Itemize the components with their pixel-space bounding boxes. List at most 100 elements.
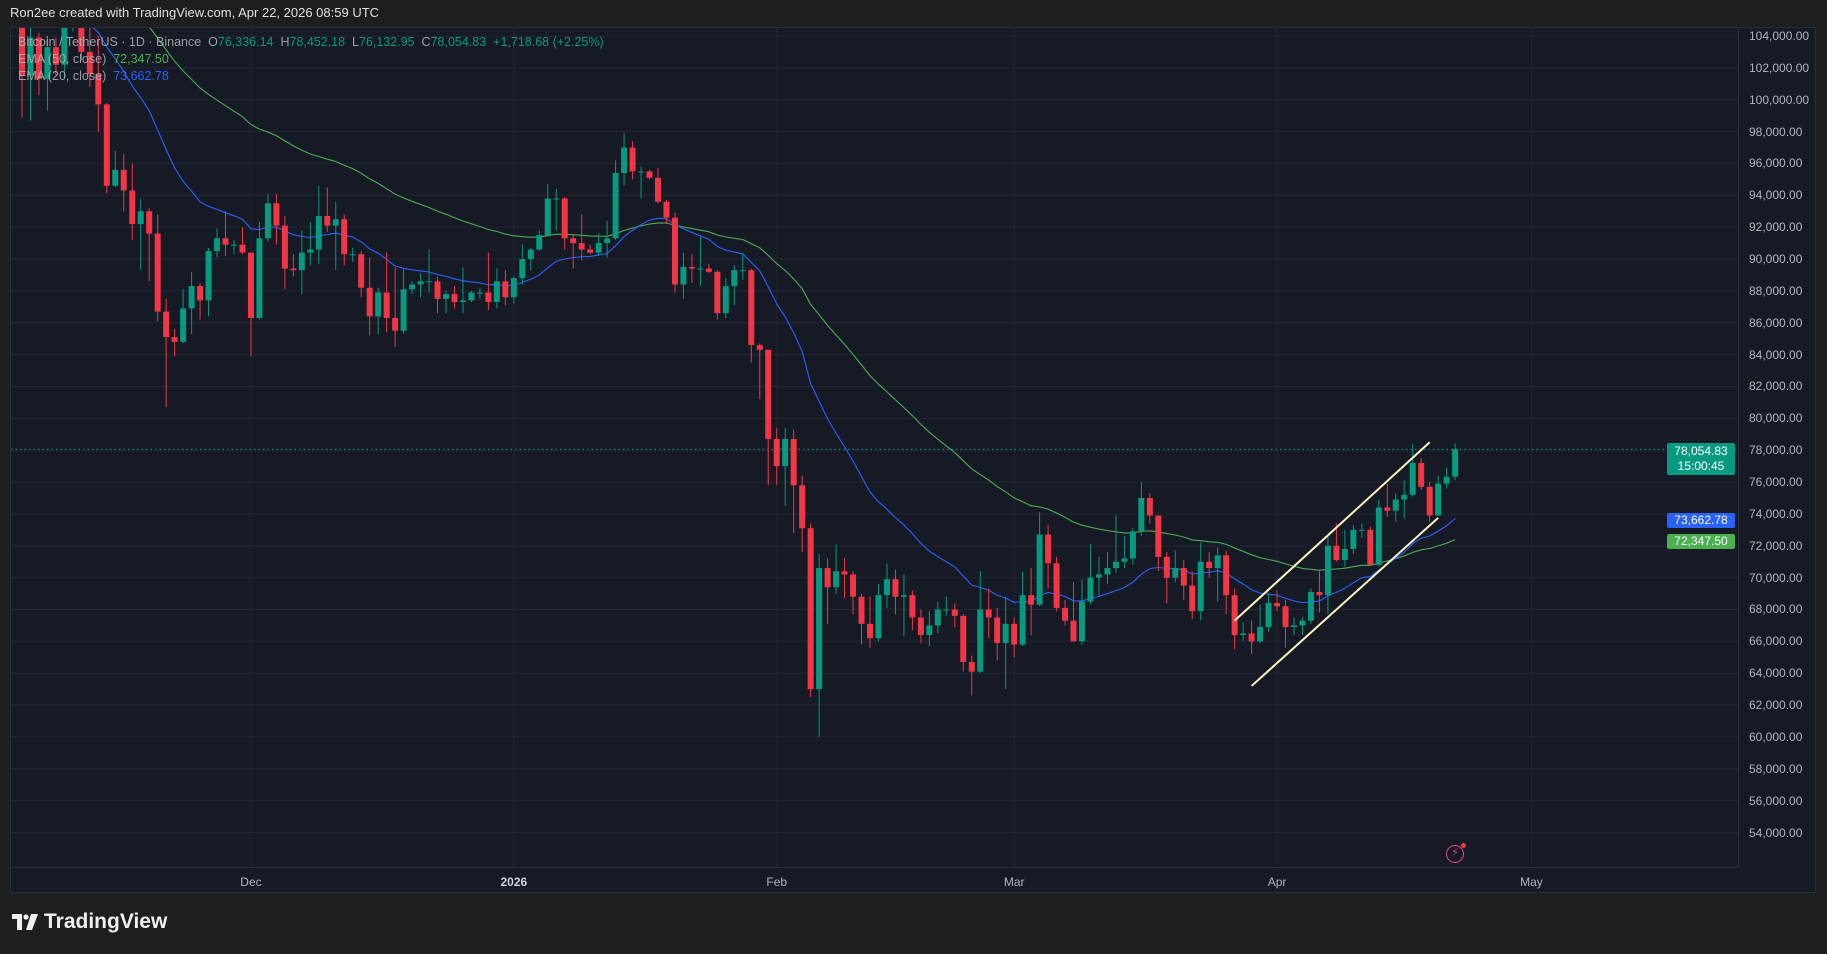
candle-body (816, 568, 823, 690)
price-tick-label: 80,000.00 (1749, 411, 1803, 426)
time-tick-label: May (1520, 875, 1543, 889)
time-tick-label: Feb (766, 875, 788, 889)
ema50-label: EMA (50, close) (18, 52, 107, 66)
candle-body (756, 345, 763, 350)
close-label: C (421, 35, 431, 49)
chart-panel[interactable]: Bitcoin / TetherUS · 1D · Binance O76,33… (10, 27, 1816, 893)
candle-body (307, 249, 314, 253)
time-tick-label: 2026 (500, 875, 528, 889)
candle-body (671, 217, 678, 285)
candle-body (1138, 497, 1145, 532)
candle-body (61, 28, 68, 65)
candle-body (1206, 561, 1213, 569)
symbol-legend[interactable]: Bitcoin / TetherUS · 1D · Binance O76,33… (18, 34, 604, 51)
candle-body (824, 568, 831, 588)
low-label: L (352, 35, 359, 49)
candle-body (264, 203, 271, 239)
high-value: 78,452.18 (289, 35, 346, 49)
candle-body (527, 249, 534, 260)
price-tick-label: 84,000.00 (1749, 347, 1803, 362)
price-tick-label: 90,000.00 (1749, 252, 1803, 267)
lightning-icon[interactable]: ⚡ (1446, 843, 1466, 863)
candle-body (926, 625, 933, 635)
candle-body (934, 609, 941, 626)
candle-body (1316, 591, 1323, 596)
candle-body (680, 266, 687, 285)
candle-body (951, 609, 958, 616)
candle-body (1333, 545, 1340, 561)
candle-body (112, 169, 119, 186)
candle-body (1452, 449, 1459, 477)
candle-body (1324, 545, 1331, 596)
candle-body (493, 281, 500, 303)
ema50-legend[interactable]: EMA (50, close) 72,347.50 (18, 51, 604, 68)
high-label: H (280, 35, 290, 49)
price-tick-label: 66,000.00 (1749, 634, 1803, 649)
candle-body (909, 595, 916, 618)
candle-body (231, 244, 237, 246)
open-label: O (208, 35, 218, 49)
candle-body (273, 203, 280, 226)
candle-body (485, 292, 492, 303)
candle-body (476, 292, 483, 294)
candle-body (1045, 534, 1052, 564)
candle-body (35, 37, 42, 80)
ema50-line (149, 28, 1456, 571)
bar-countdown: 15:00:45 (1677, 459, 1725, 473)
price-tick-label: 62,000.00 (1749, 698, 1803, 713)
ema20-legend[interactable]: EMA (20, close) 73,662.78 (18, 68, 604, 85)
price-plot[interactable] (11, 28, 1738, 867)
candle-body (807, 528, 814, 690)
candle-body (604, 238, 611, 244)
channel-line-lower (1250, 517, 1439, 687)
time-tick-label: Apr (1267, 875, 1287, 889)
candle-body (239, 244, 246, 253)
candle-body (765, 349, 772, 440)
candle-body (1282, 606, 1289, 628)
candle-body (78, 28, 85, 52)
time-axis[interactable]: Dec 2026 Feb Mar Apr May (11, 867, 1738, 892)
candle-body (917, 617, 924, 635)
open-value: 76,336.14 (217, 35, 274, 49)
candle-body (19, 28, 25, 76)
candle-body (688, 266, 695, 269)
candle-body (578, 243, 585, 250)
candle-body (281, 225, 288, 269)
ema20-line (92, 28, 1456, 604)
candle-body (968, 662, 975, 672)
candle-body (1257, 627, 1264, 642)
candle-body (443, 294, 449, 299)
candle-body (1291, 625, 1297, 628)
candle-body (451, 294, 458, 303)
candle-body (773, 439, 780, 467)
price-tick-label: 72,000.00 (1749, 538, 1803, 553)
candle-body (1087, 577, 1094, 602)
time-tick-label: Mar (1003, 875, 1025, 889)
candle-body (553, 198, 560, 200)
candle-body (383, 292, 390, 318)
candle-body (349, 254, 356, 256)
candle-body (1240, 633, 1247, 635)
candle-body (1062, 607, 1069, 621)
symbol-title: Bitcoin / TetherUS · 1D · Binance (18, 35, 202, 49)
candle-body (426, 281, 433, 283)
candle-body (1028, 595, 1035, 605)
tradingview-logo[interactable]: TradingView (12, 910, 167, 934)
candle-body (1265, 603, 1272, 628)
price-axis[interactable]: 104,000.00 102,000.00 100,000.00 98,000.00 9… (1738, 28, 1815, 867)
candle-body (985, 609, 992, 618)
candle-body (298, 252, 305, 271)
candle-body (1112, 561, 1119, 569)
candle-body (52, 47, 59, 65)
ema20-badge: 73,662.78 (1667, 513, 1735, 528)
candle-body (1401, 494, 1408, 500)
candle-body (290, 268, 297, 271)
candle-body (739, 270, 746, 272)
candle-body (1384, 507, 1391, 511)
candle-body (1274, 603, 1281, 607)
candle-body (1104, 568, 1111, 575)
price-tick-label: 96,000.00 (1749, 156, 1803, 171)
ema20-label: EMA (20, close) (18, 69, 107, 83)
candle-body (748, 270, 755, 346)
candle-body (1299, 620, 1306, 626)
